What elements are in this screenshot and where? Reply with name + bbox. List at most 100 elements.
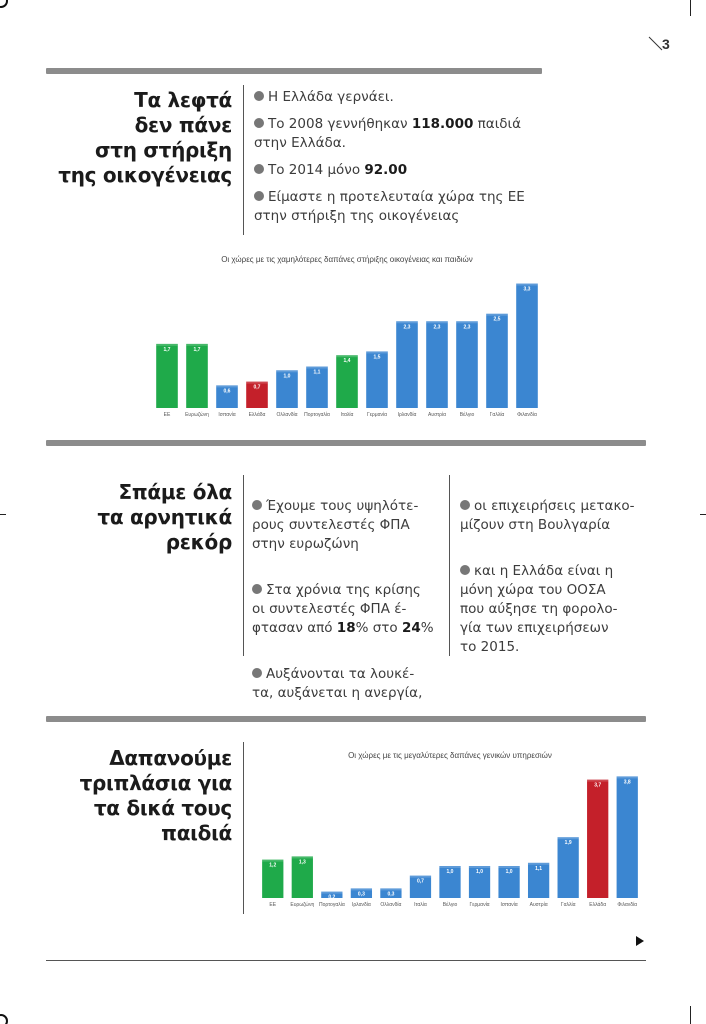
chart-bar-highlight (336, 355, 358, 358)
chart-category-label: Αυστρία (428, 412, 446, 418)
chart-value-label: 0,3 (387, 891, 394, 897)
section-3-rule (46, 716, 646, 722)
chart-bar (156, 343, 178, 408)
chart-general-services: Οι χώρες με τις μεγαλύτερες δαπάνες γενι… (254, 748, 646, 914)
bullet-item: Η Ελλάδα γερνάει. (254, 88, 546, 107)
chart-category-label: Ελλάδα (249, 411, 266, 418)
chart-bar-highlight (516, 283, 538, 286)
chart-bar-highlight (246, 381, 268, 384)
chart-bar-highlight (486, 313, 508, 316)
chart-category-label: Γαλλία (490, 412, 505, 418)
section-1-bullets: Η Ελλάδα γερνάει. Το 2008 γεννήθηκαν 118… (254, 88, 546, 234)
section-1-title-line: δεν πάνε (134, 113, 233, 137)
chart-bar (616, 776, 638, 898)
chart-value-label: 1,7 (194, 347, 201, 353)
chart-category-label: Ιταλία (341, 412, 354, 418)
chart-category-label: Γερμανία (469, 902, 489, 908)
chart-bar-highlight (321, 891, 343, 894)
chart-bar-highlight (557, 837, 579, 840)
bullet-dot-icon (254, 164, 264, 174)
chart-category-label: ΕΕ (164, 412, 171, 418)
chart-bar-highlight (616, 776, 638, 779)
chart-category-label: Ελλάδα (589, 901, 606, 908)
section-3-title-line: τριπλάσια για (79, 771, 233, 795)
section-2-divider-left (243, 475, 244, 656)
bullet-item: και η Ελλάδα είναι η μόνη χώρα του ΟΟΣΑ … (460, 563, 618, 655)
chart-bar-highlight (527, 862, 550, 865)
chart-bar-highlight (439, 866, 461, 868)
registration-mark-icon (0, 0, 8, 8)
chart-value-label: 0,3 (358, 891, 365, 897)
chart-bar-highlight (409, 875, 432, 878)
section-2-rule (46, 440, 646, 446)
section-1-title: Τα λεφτά δεν πάνε στη στήριξη της οικογέ… (46, 88, 232, 188)
chart-family-spending-svg: Οι χώρες με τις χαμηλότερες δαπάνες στήρ… (156, 255, 538, 418)
chart-value-label: 2,3 (434, 324, 441, 330)
section-1-divider (243, 85, 244, 235)
chart-category-label: Γερμανία (367, 412, 387, 418)
chart-value-label: 1,7 (164, 347, 171, 353)
crop-mark (0, 514, 6, 515)
chart-category-label: Αυστρία (530, 902, 548, 908)
section-1-title-line: της οικογένειας (58, 163, 232, 187)
chart-bar (350, 888, 373, 898)
chart-bar (527, 862, 550, 898)
chart-category-label: Βέλγιο (460, 411, 475, 418)
chart-title: Οι χώρες με τις μεγαλύτερες δαπάνες γενι… (348, 751, 552, 760)
section-2-col-2: οι επιχειρήσεις μετακο- μίζουν στη Βουλγ… (460, 478, 652, 684)
bullet-dot-icon (254, 191, 264, 201)
chart-value-label: 1,0 (284, 373, 291, 379)
chart-category-label: Ευρωζώνη (290, 901, 314, 908)
bullet-item: Αυξάνονται τα λουκέ- τα, αυξάνεται η ανε… (252, 666, 423, 701)
footer-rule (46, 960, 646, 961)
chart-category-label: Ιρλανδία (352, 902, 371, 908)
chart-bar (262, 859, 284, 898)
chart-value-label: 1,9 (565, 840, 572, 846)
bullet-item: Το 2014 μόνο 92.00 (254, 161, 546, 180)
section-2-divider-mid (449, 475, 450, 656)
bullet-item: Έχουμε τους υψηλότε- ρους συντελεστές ΦΠ… (252, 498, 419, 552)
chart-general-services-svg: Οι χώρες με τις μεγαλύτερες δαπάνες γενι… (262, 751, 638, 908)
chart-bar-highlight (380, 888, 402, 891)
chart-value-label: 2,3 (464, 324, 471, 330)
section-2-title-line: Σπάμε όλα (118, 480, 233, 504)
bullet-dot-icon (252, 500, 262, 510)
bullet-dot-icon (252, 668, 262, 678)
chart-bar-highlight (216, 385, 238, 388)
chart-bar (426, 321, 448, 408)
crop-mark (690, 1006, 691, 1024)
section-3-title: Δαπανούμε τριπλάσια για τα δικά τους παι… (46, 746, 233, 846)
chart-bar (380, 888, 402, 898)
chart-value-label: 3,3 (524, 287, 531, 293)
crop-mark (700, 514, 706, 515)
chart-bar-highlight (262, 859, 284, 862)
chart-category-label: Ιταλία (414, 902, 427, 908)
chart-bar-highlight (306, 366, 328, 369)
section-2-title: Σπάμε όλα τα αρνητικά ρεκόρ (46, 480, 232, 555)
chart-bar (516, 283, 538, 408)
chart-bar-highlight (350, 888, 373, 891)
chart-value-label: 0,7 (254, 385, 261, 391)
chart-bar (557, 837, 579, 898)
chart-value-label: 3,8 (624, 779, 631, 785)
section-3-divider (243, 742, 244, 914)
chart-value-label: 1,3 (299, 859, 306, 865)
next-page-arrow-icon (636, 936, 644, 946)
chart-category-label: Φιλανδία (617, 902, 637, 908)
chart-bar-highlight (396, 321, 418, 324)
bullet-item: Στα χρόνια της κρίσης οι συντελεστές ΦΠΑ… (252, 582, 434, 636)
chart-category-label: Βέλγιο (443, 901, 458, 908)
chart-value-label: 1,1 (535, 866, 542, 872)
chart-value-label: 1,5 (374, 354, 381, 360)
chart-bar (336, 355, 358, 408)
bullet-item: οι επιχειρήσεις μετακο- μίζουν στη Βουλγ… (460, 498, 635, 533)
bullet-dot-icon (254, 118, 264, 128)
section-3-title-line: παιδιά (161, 821, 232, 845)
chart-value-label: 0,2 (328, 895, 335, 901)
bullet-item: Είμαστε η προτελευταία χώρα της ΕΕ στην … (254, 189, 525, 224)
bullet-dot-icon (460, 565, 470, 575)
chart-value-label: 0,6 (224, 388, 231, 394)
chart-category-label: Ολλανδία (380, 902, 401, 908)
section-2-title-line: τα αρνητικά (97, 505, 232, 529)
chart-bar-highlight (587, 779, 609, 782)
